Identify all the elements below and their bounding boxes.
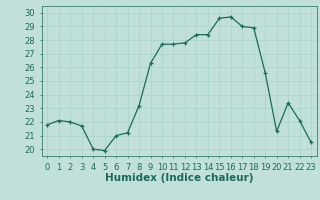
X-axis label: Humidex (Indice chaleur): Humidex (Indice chaleur) [105, 173, 253, 183]
